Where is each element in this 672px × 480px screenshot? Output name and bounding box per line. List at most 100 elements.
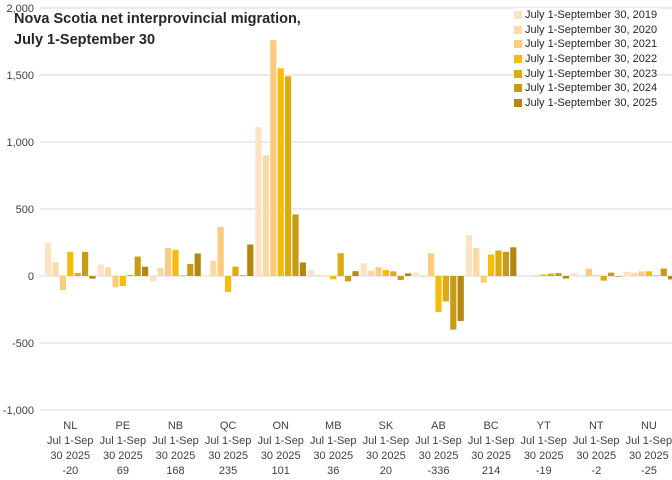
bar-AB-1: [420, 276, 427, 278]
x-tick-label: 235: [219, 465, 237, 477]
legend-item: July 1-September 30, 2019: [514, 8, 657, 23]
x-tick-label: -25: [641, 465, 657, 477]
bar-SK-5: [397, 276, 404, 281]
legend-item: July 1-September 30, 2020: [514, 23, 657, 38]
bar-AB-2: [428, 253, 435, 276]
x-tick-label: NT: [589, 420, 604, 432]
x-tick-label: Jul 1-Sep: [152, 435, 198, 447]
legend-item: July 1-September 30, 2023: [514, 66, 657, 81]
bar-NU-2: [638, 271, 645, 276]
y-tick-label: 2,000: [6, 3, 34, 15]
x-tick-label: Jul 1-Sep: [626, 435, 672, 447]
y-tick-label: -500: [12, 338, 34, 350]
bar-YT-3: [540, 274, 547, 276]
bar-YT-4: [548, 273, 555, 276]
bar-ON-0: [255, 127, 262, 276]
bar-BC-5: [502, 251, 509, 276]
bar-MB-4: [337, 253, 344, 276]
legend-label: July 1-September 30, 2025: [525, 96, 658, 109]
x-tick-label: -19: [536, 465, 552, 477]
legend-item: July 1-September 30, 2022: [514, 52, 657, 67]
bar-NT-6: [615, 276, 622, 277]
bar-PE-1: [105, 267, 112, 276]
legend-swatch: [514, 98, 522, 107]
legend-item: July 1-September 30, 2021: [514, 37, 657, 52]
bar-SK-0: [360, 263, 367, 276]
x-tick-label: 30 2025: [471, 450, 511, 462]
x-tick-label: Jul 1-Sep: [415, 435, 461, 447]
bar-NU-0: [623, 271, 630, 276]
x-tick-label: NL: [63, 420, 77, 432]
x-tick-label: 214: [482, 465, 500, 477]
bar-SK-3: [382, 269, 389, 276]
bar-NT-5: [608, 272, 615, 276]
x-tick-label: MB: [325, 420, 342, 432]
bar-AB-4: [442, 276, 449, 302]
x-tick-label: 30 2025: [524, 450, 564, 462]
x-tick-label: Jul 1-Sep: [363, 435, 409, 447]
bar-PE-5: [134, 256, 141, 276]
x-tick-label: YT: [537, 420, 551, 432]
bar-SK-2: [375, 267, 382, 276]
chart-title-line-1: Nova Scotia net interprovincial migratio…: [14, 11, 301, 27]
bar-MB-6: [352, 271, 359, 276]
bar-NB-3: [172, 249, 179, 276]
bar-NL-1: [52, 262, 59, 276]
legend-label: July 1-September 30, 2022: [525, 53, 658, 66]
bar-NB-5: [187, 263, 194, 276]
y-tick-label: 500: [16, 204, 34, 216]
x-tick-label: Jul 1-Sep: [573, 435, 619, 447]
bar-MB-1: [315, 274, 322, 276]
legend-swatch: [514, 69, 522, 78]
x-tick-label: NU: [641, 420, 657, 432]
bar-YT-5: [555, 273, 562, 276]
bar-NT-1: [578, 275, 585, 276]
x-tick-label: 30 2025: [261, 450, 301, 462]
x-tick-label: 30 2025: [576, 450, 616, 462]
bar-YT-1: [525, 275, 532, 276]
chart-title: Nova Scotia net interprovincial migratio…: [14, 9, 301, 51]
bar-AB-6: [457, 276, 464, 322]
legend-swatch: [514, 40, 522, 49]
bar-NL-5: [82, 251, 89, 276]
bar-BC-0: [465, 235, 472, 276]
bar-ON-4: [285, 76, 292, 276]
legend-swatch: [514, 25, 522, 34]
y-tick-label: 1,000: [6, 137, 34, 149]
legend-swatch: [514, 11, 522, 20]
x-tick-label: Jul 1-Sep: [310, 435, 356, 447]
bar-MB-5: [345, 276, 352, 282]
bar-QC-2: [217, 227, 224, 276]
bar-BC-3: [488, 254, 495, 276]
bar-MB-3: [330, 276, 337, 280]
bar-NL-0: [45, 243, 52, 276]
x-tick-label: Jul 1-Sep: [520, 435, 566, 447]
bar-ON-5: [292, 214, 299, 276]
bar-NB-4: [179, 275, 186, 276]
legend-label: July 1-September 30, 2021: [525, 38, 658, 51]
bar-YT-6: [562, 276, 569, 279]
bar-QC-3: [225, 276, 232, 293]
x-tick-label: 36: [327, 465, 339, 477]
legend-item: July 1-September 30, 2024: [514, 81, 657, 96]
bar-NB-1: [157, 267, 164, 276]
legend-swatch: [514, 84, 522, 93]
x-tick-label: 30 2025: [50, 450, 90, 462]
bar-ON-6: [299, 262, 306, 276]
legend-label: July 1-September 30, 2019: [525, 9, 658, 22]
bar-BC-2: [480, 276, 487, 283]
bar-NT-2: [585, 268, 592, 276]
bar-NB-0: [150, 276, 157, 282]
x-tick-label: 101: [272, 465, 290, 477]
bar-MB-0: [308, 269, 315, 276]
y-tick-label: 1,500: [6, 70, 34, 82]
legend: July 1-September 30, 2019 July 1-Septembe…: [514, 8, 658, 111]
bar-NT-0: [571, 273, 578, 276]
legend-swatch: [514, 55, 522, 64]
bar-NU-4: [653, 275, 660, 276]
bar-NT-4: [600, 276, 607, 281]
legend-label: July 1-September 30, 2020: [525, 23, 658, 36]
bar-QC-0: [202, 276, 209, 277]
x-tick-label: 30 2025: [156, 450, 196, 462]
